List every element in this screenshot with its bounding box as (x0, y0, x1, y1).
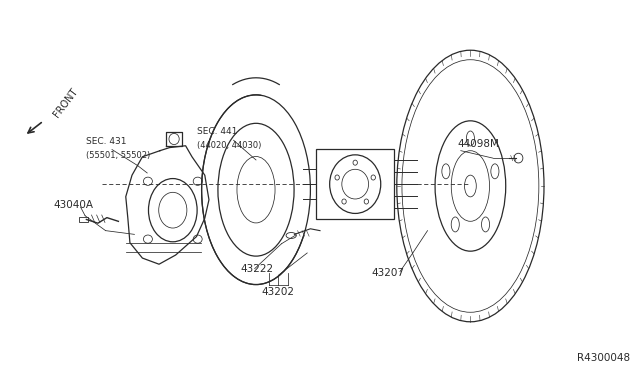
Text: SEC. 431: SEC. 431 (86, 137, 127, 146)
Text: (44020, 44030): (44020, 44030) (197, 141, 262, 150)
Text: R4300048: R4300048 (577, 353, 630, 363)
Text: FRONT: FRONT (51, 86, 79, 119)
Text: (55501, 55502): (55501, 55502) (86, 151, 150, 160)
Text: 43202: 43202 (262, 287, 295, 297)
Text: 43222: 43222 (240, 264, 273, 273)
Text: SEC. 441: SEC. 441 (197, 127, 237, 136)
Text: 44098M: 44098M (458, 139, 499, 149)
Text: 43040A: 43040A (53, 201, 93, 210)
Text: 43207: 43207 (371, 269, 404, 278)
